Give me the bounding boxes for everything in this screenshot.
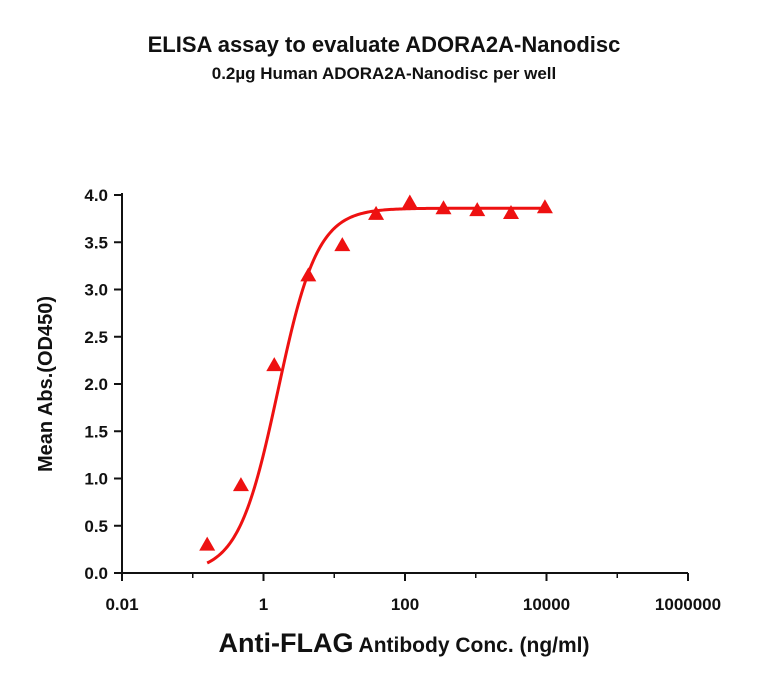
y-tick-label: 2.5 [84,328,108,347]
x-tick-label: 100 [391,595,419,614]
data-point-triangle [266,357,283,372]
x-tick-label: 1000000 [655,595,721,614]
x-axis-label: Anti-FLAG Antibody Conc. (ng/ml) [219,628,590,658]
y-tick-label: 0.0 [84,564,108,583]
x-tick-label: 1 [259,595,268,614]
data-point-triangle [232,477,249,492]
fit-curve-group [206,206,545,565]
y-tick-label: 4.0 [84,186,108,205]
x-axis-label-main: Anti-FLAG [219,628,354,658]
data-point-triangle [435,200,452,215]
data-point-triangle [469,202,486,217]
y-axis-label: Mean Abs.(OD450) [35,296,57,472]
x-tick-label: 0.01 [105,595,138,614]
data-points [199,194,553,551]
y-tick-label: 1.0 [84,470,108,489]
fit-curve [206,206,545,565]
data-point-triangle [503,204,520,219]
y-axis-ticks: 0.0 0.5 1.0 1.5 2.0 2.5 3.0 3.5 4.0 [84,186,122,583]
x-axis-label-rest: Antibody Conc. (ng/ml) [353,634,589,657]
data-point-triangle [401,194,418,209]
x-tick-label: 10000 [523,595,570,614]
chart-subtitle: 0.2µg Human ADORA2A-Nanodisc per well [212,64,557,83]
y-tick-label: 0.5 [84,517,108,536]
data-point-triangle [300,267,317,282]
data-point-triangle [199,536,216,551]
data-point-triangle [334,237,351,252]
chart-title: ELISA assay to evaluate ADORA2A-Nanodisc [148,32,621,57]
data-point-triangle [368,205,385,220]
x-axis-ticks: 0.01 1 100 10000 1000000 [105,573,721,614]
y-tick-label: 3.0 [84,281,108,300]
y-tick-label: 1.5 [84,422,108,441]
axes [121,193,688,574]
data-point-triangle [536,199,553,214]
y-tick-label: 2.0 [84,375,108,394]
y-tick-label: 3.5 [84,233,108,252]
